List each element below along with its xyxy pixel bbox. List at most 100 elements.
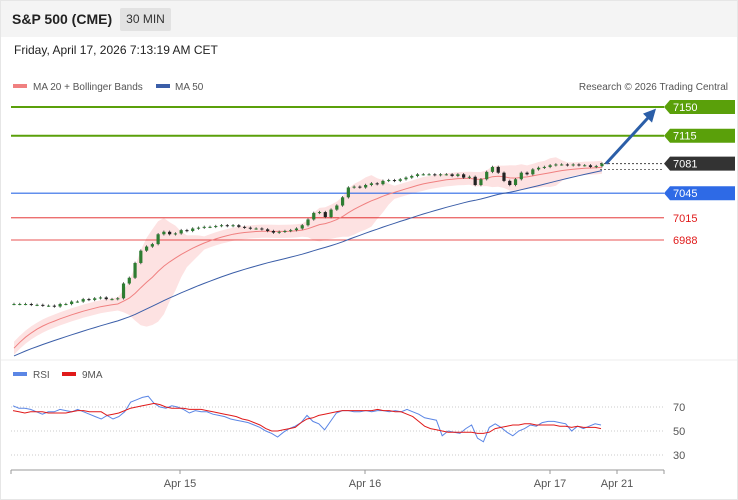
rsi-line [12,395,602,443]
level-label-7015: 7015 [673,213,697,225]
candle [87,297,91,302]
candlesticks [12,162,604,308]
candle [133,261,137,279]
level-label-6988: 6988 [673,235,697,247]
rsi-level-label-70: 70 [673,402,685,414]
candle [260,227,264,231]
candle [289,228,293,233]
candle [185,228,189,233]
level-tag-text-7081: 7081 [673,159,697,171]
header-bar: S&P 500 (CME) 30 MIN [1,1,737,37]
candle [104,296,108,301]
x-tick-label: Apr 21 [601,478,633,490]
candle [358,185,362,189]
forecast-arrow-shaft [604,114,652,165]
candle [162,230,166,236]
candle [168,230,172,236]
x-tick-label: Apr 15 [164,478,196,490]
x-tick-label: Apr 17 [534,478,566,490]
level-tag-text-7150: 7150 [673,102,697,114]
candle [404,176,408,181]
moving-averages [13,166,603,357]
forecast-arrow [604,108,656,165]
candle [196,226,201,230]
candle [346,186,350,199]
candle [81,297,85,303]
candle [52,304,56,308]
rsi-ma-legend-label: 9MA [82,370,103,381]
candle [536,166,541,171]
candle [415,173,420,178]
timeframe-button[interactable]: 30 MIN [120,8,171,31]
candle [29,302,33,307]
rsi-legend-label: RSI [33,370,50,381]
candle [519,171,523,181]
candle [508,179,512,187]
candle [98,296,103,300]
candle [64,302,68,306]
candle [577,163,581,167]
candle [127,276,131,285]
candle [513,178,518,187]
candle [398,178,402,183]
rsi-level-label-30: 30 [673,450,685,462]
candle [410,174,414,179]
candle [144,245,149,252]
candle [139,249,143,265]
candle [456,173,460,178]
candle [46,304,51,307]
rsi-ma-legend-swatch [62,372,76,376]
candle [93,297,97,302]
candle [329,208,333,219]
candle [600,162,604,168]
candle [548,164,552,169]
ma50-legend-label: MA 50 [175,82,204,93]
candle [565,163,570,167]
instrument-title: S&P 500 (CME) [12,11,113,27]
level-tag-text-7045: 7045 [673,188,697,200]
candle [219,223,224,228]
candle [444,173,448,176]
candle [462,173,466,179]
candle [70,300,74,306]
candle [502,171,506,183]
candle [323,210,327,219]
candle [554,163,558,167]
forecast-arrow-head [643,108,656,123]
candle [427,173,431,176]
rsi-level-label-50: 50 [673,426,685,438]
candle [179,228,183,235]
rsi-grid: 70 50 30 [11,402,685,462]
price-level-tags: 7150 7115 7081 7045 7015 6988 [664,100,735,247]
candle [18,302,22,306]
candle [191,227,195,233]
candle [340,196,345,207]
chart-datetime: Friday, April 17, 2026 7:13:19 AM CET [14,43,218,57]
candle [421,173,425,176]
candle [467,175,472,179]
candle [12,302,16,306]
candle [121,282,126,300]
candle [248,226,252,230]
candle [156,233,160,246]
candle [525,171,529,176]
rsi-ma-line [12,402,602,434]
x-tick-label: Apr 16 [349,478,381,490]
candle [496,165,500,174]
candle [335,204,339,211]
rsi-legend-swatch [13,372,27,376]
candle [531,168,535,176]
candle [490,165,495,174]
candle [150,242,154,248]
candle [58,302,62,308]
candle [433,173,437,177]
candle [242,225,247,229]
candle [214,224,218,229]
candle [254,227,258,230]
ma20-legend-swatch [13,84,27,88]
candle [75,300,80,303]
level-tag-7045 [664,186,735,201]
candle [41,303,45,307]
